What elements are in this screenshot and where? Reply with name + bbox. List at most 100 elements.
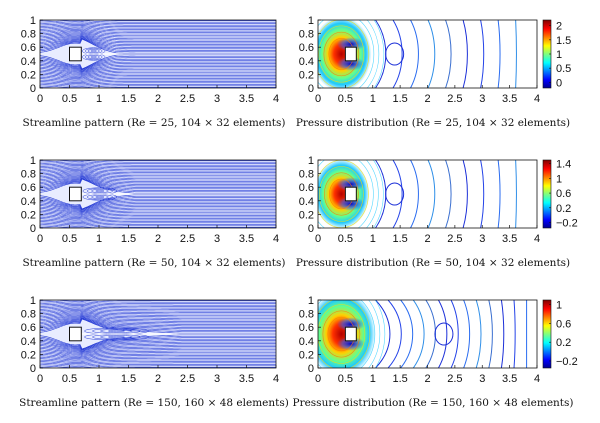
y-tick-label: 0.8	[299, 309, 314, 321]
streamline	[40, 318, 276, 330]
plot-area	[40, 20, 276, 88]
streamline	[40, 178, 276, 190]
x-tick-label: 0	[315, 93, 321, 105]
colorbar-tick-label: 1	[556, 300, 562, 312]
panel-caption: Pressure distribution (Re = 50, 104 × 32…	[296, 257, 570, 269]
streamline	[40, 33, 276, 41]
isobar	[497, 160, 501, 228]
colorbar: 2 1.5 1 0.5 0	[542, 19, 571, 89]
isobar	[387, 300, 402, 368]
streamline	[40, 309, 276, 315]
streamline	[40, 70, 276, 77]
y-tick-label: 0	[30, 223, 36, 235]
streamline	[40, 69, 276, 76]
recirculation-loop	[108, 329, 125, 333]
x-tick-label: 1	[370, 373, 376, 385]
y-tick-label: 0	[308, 363, 314, 375]
recirculation-loop	[90, 55, 97, 59]
streamline	[40, 318, 276, 334]
streamline	[40, 353, 276, 359]
streamline	[40, 38, 276, 54]
isobar	[319, 166, 364, 222]
streamline	[40, 350, 276, 357]
x-tick-label: 2	[424, 373, 430, 385]
x-tick-label: 3	[479, 233, 485, 245]
streamline	[40, 312, 276, 319]
streamline	[40, 175, 276, 184]
streamline	[40, 178, 276, 193]
streamline	[40, 169, 276, 175]
x-tick-label: 3.5	[239, 93, 254, 105]
colorbar-tick-label: 0	[556, 77, 562, 89]
streamline	[40, 310, 276, 316]
y-tick-label: 0.6	[21, 42, 36, 54]
streamline	[40, 37, 276, 48]
streamline	[40, 363, 276, 367]
y-tick-label: 1	[30, 155, 36, 167]
streamline	[40, 60, 276, 71]
square-obstacle	[344, 326, 357, 342]
streamline	[40, 218, 276, 222]
streamline	[40, 25, 276, 29]
isobar	[480, 20, 485, 88]
y-tick-label: 0.8	[21, 169, 36, 181]
isobar	[368, 300, 381, 368]
isobar	[318, 20, 370, 88]
isobar	[475, 300, 482, 368]
streamline	[40, 177, 276, 188]
y-tick-label: 0.2	[299, 209, 314, 221]
streamline	[40, 166, 276, 170]
streamline	[40, 344, 276, 353]
colorbar-tick-label: 0.5	[556, 63, 571, 75]
isobar	[324, 172, 359, 216]
y-tick-label: 0.8	[21, 309, 36, 321]
x-tick-label: 1	[96, 373, 102, 385]
streamline	[40, 360, 276, 365]
streamline	[40, 168, 276, 173]
streamline	[40, 303, 276, 308]
streamline	[40, 31, 276, 38]
streamline	[40, 318, 276, 333]
isobar	[375, 300, 391, 368]
streamline	[40, 178, 276, 191]
streamline	[40, 349, 276, 356]
colorbar: 1.4 1 0.6 0.2 −0.2	[542, 159, 578, 229]
isobar	[318, 300, 376, 368]
streamline	[40, 347, 276, 355]
x-tick-label: 0	[37, 233, 43, 245]
streamline	[40, 170, 276, 176]
isobar	[366, 20, 380, 88]
y-tick-label: 0	[308, 83, 314, 95]
colorbar-tick-label: 2	[556, 21, 562, 33]
streamline	[40, 160, 276, 161]
x-tick-label: 1.5	[392, 93, 407, 105]
streamline	[40, 316, 276, 325]
x-tick-label: 0.5	[338, 233, 353, 245]
x-tick-label: 1.5	[121, 93, 136, 105]
isobar	[318, 20, 375, 88]
streamline	[40, 337, 276, 350]
x-tick-label: 3	[214, 93, 220, 105]
streamline	[40, 314, 276, 322]
x-tick-label: 2.5	[180, 93, 195, 105]
panel-caption: Pressure distribution (Re = 150, 160 × 4…	[293, 397, 574, 409]
streamline	[40, 67, 276, 75]
y-tick-label: 1	[30, 15, 36, 27]
streamline	[40, 174, 276, 182]
colorbar-tick-label: 0.6	[556, 318, 571, 330]
x-tick-label: 0.5	[338, 93, 353, 105]
low-pressure-bottom	[336, 336, 365, 351]
streamline	[40, 219, 276, 223]
streamline	[40, 306, 276, 310]
x-tick-label: 1	[96, 233, 102, 245]
streamline	[40, 343, 276, 352]
streamline	[40, 313, 276, 321]
colorbar-tick-label: 1.4	[556, 159, 571, 171]
x-tick-label: 0	[37, 93, 43, 105]
streamline	[40, 340, 276, 351]
isobar	[373, 160, 384, 228]
x-tick-label: 1	[370, 93, 376, 105]
streamline	[40, 311, 276, 318]
x-tick-label: 0	[315, 373, 321, 385]
x-tick-label: 2.5	[180, 233, 195, 245]
